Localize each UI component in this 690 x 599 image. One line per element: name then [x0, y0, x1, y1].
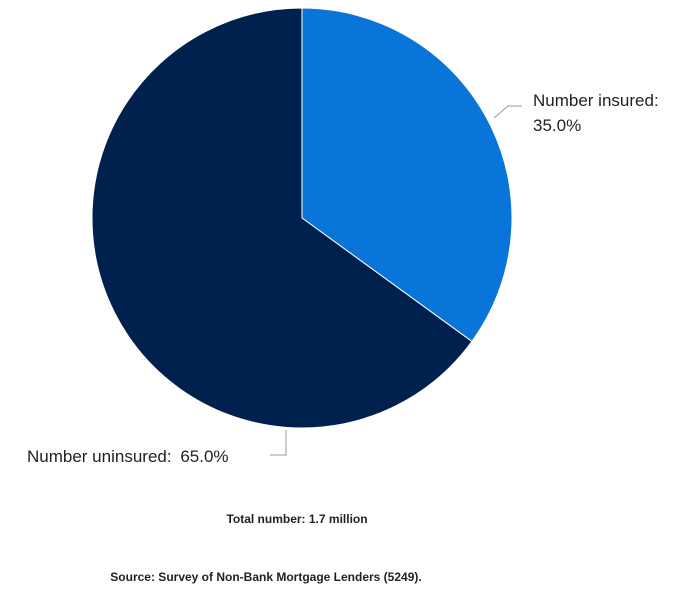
uninsured-leader-line — [270, 430, 287, 456]
pie-slices — [91, 7, 513, 429]
uninsured-label: Number uninsured: 65.0% — [27, 447, 229, 466]
source-note: Source: Survey of Non-Bank Mortgage Lend… — [110, 570, 422, 584]
pie-slice-insured — [301, 7, 513, 343]
uninsured-label-text: Number uninsured: — [27, 447, 172, 466]
pie-slice-uninsured — [91, 7, 473, 429]
insured-leader-line — [493, 105, 522, 119]
pie-chart: Number insured: 35.0% Number uninsured: … — [27, 7, 659, 466]
total-number-note: Total number: 1.7 million — [226, 512, 368, 526]
uninsured-value-label: 65.0% — [180, 447, 228, 466]
insured-value-label: 35.0% — [533, 116, 581, 135]
insured-label: Number insured: — [533, 91, 659, 110]
